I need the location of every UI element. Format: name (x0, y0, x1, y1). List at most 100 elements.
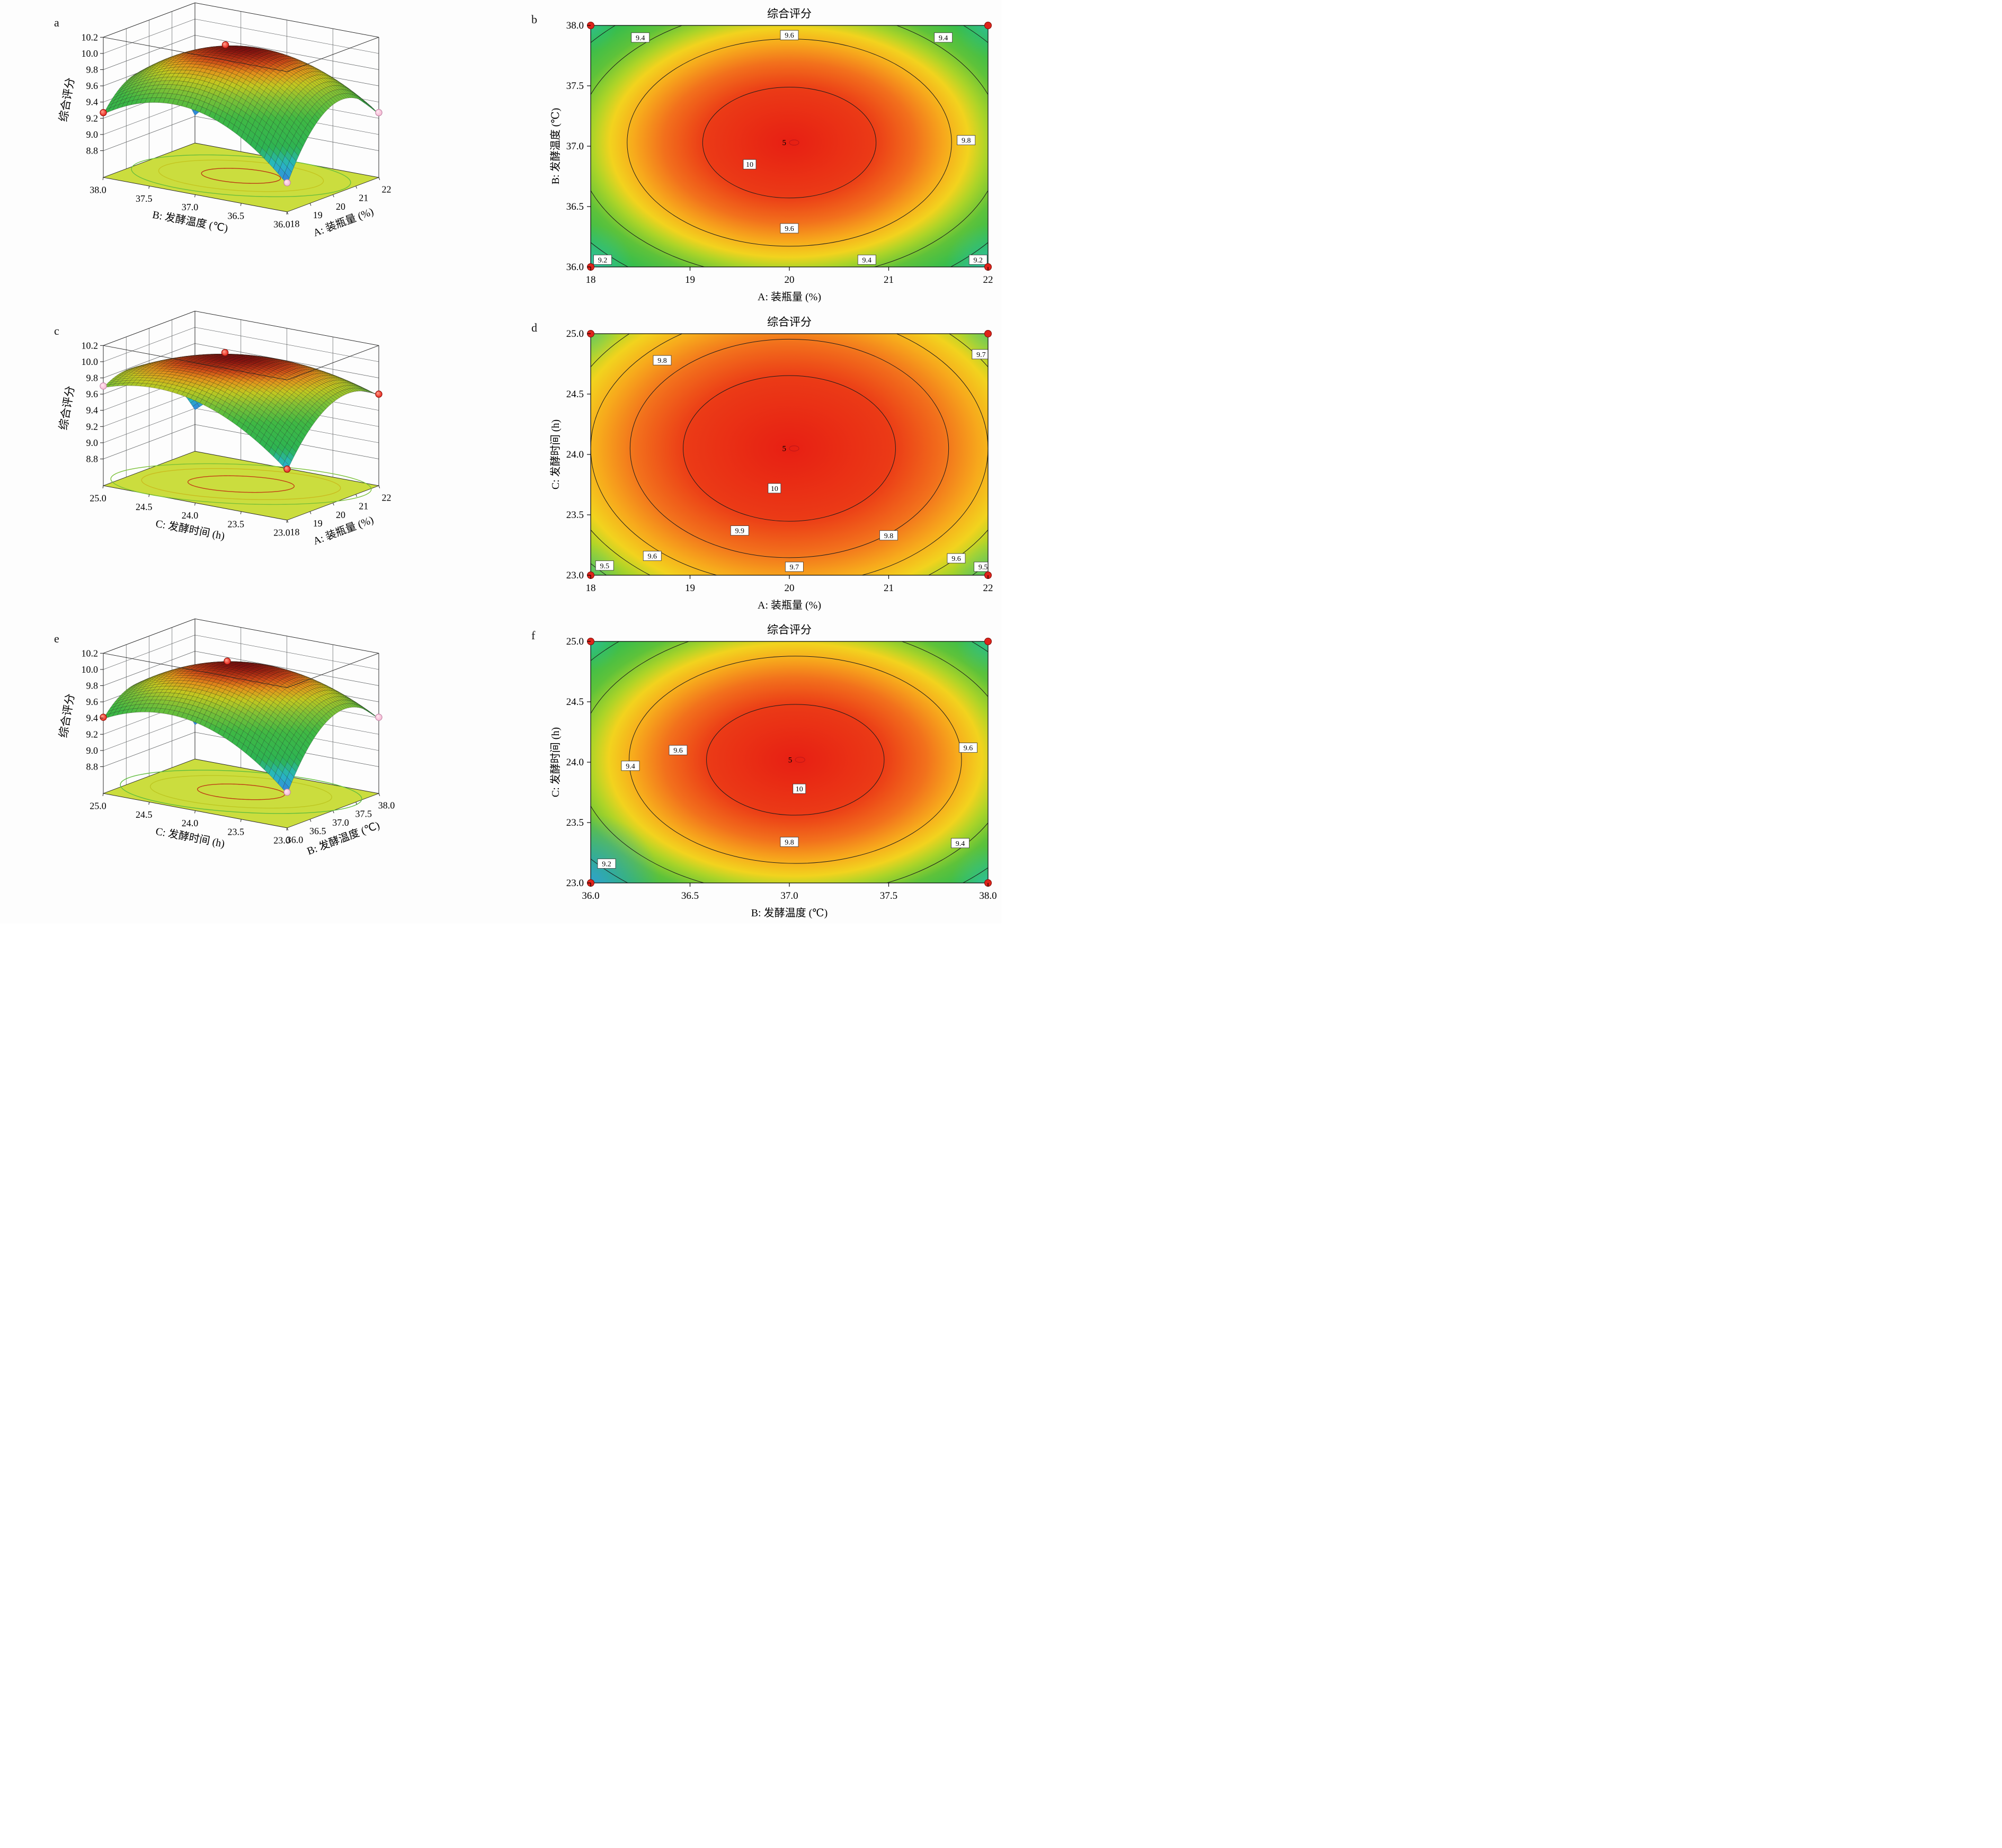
contour-label: 9.7 (790, 564, 799, 572)
y-tick-label: 24.0 (566, 757, 584, 768)
y-tick-label: 24.0 (566, 449, 584, 460)
contour-plot-d: 9.8 9.7 10 9.9 9.8 9.5 9.6 9.7 9.6 9.5 5 18 19 20 21 22… (566, 328, 993, 594)
x-tick-label: 21 (884, 583, 894, 594)
x-tick-label: 18 (586, 583, 596, 594)
corner-tint (956, 641, 988, 673)
contour-line (629, 338, 949, 558)
contour-label-box (621, 761, 640, 771)
contour-label: 9.9 (735, 528, 745, 535)
chart-title-f: 综合评分 (767, 623, 812, 636)
contour-label-box (857, 254, 876, 265)
contour-plot-f: 9.4 9.6 9.6 9.4 9.8 10 9.2 5 36.0 36.5 37.0 37.5 38.… (566, 636, 997, 901)
x-tick-label: 19 (685, 583, 695, 594)
contour-label-box (595, 560, 614, 571)
contour-label-box (959, 743, 977, 753)
contour-line (683, 375, 896, 522)
contour-label-box (974, 561, 988, 572)
surface-plot-a (0, 0, 501, 308)
y-axis-label-f: C: 发酵时间 (h) (550, 727, 562, 798)
contour-field: 9.4 9.6 9.4 9.8 10 9.6 9.2 9.4 9.2 5 (591, 25, 988, 267)
x-tick-label: 21 (884, 274, 894, 285)
contour-label-box (957, 135, 976, 146)
panel-grid: a 9.4 9.6 9.4 9.8 10 9.6 9.2 9.4 9.2 5 18 19 20 21 22 3… (0, 0, 1001, 924)
design-point (984, 638, 992, 645)
contour-label: 10 (771, 485, 778, 493)
contour-label: 9.6 (785, 32, 794, 40)
surface-plot-e (0, 616, 501, 924)
panel-letter-c: c (54, 324, 59, 337)
contour-label: 9.8 (785, 838, 794, 846)
contour-label: 9.2 (602, 861, 611, 869)
contour-label-box (793, 783, 806, 794)
panel-d: 9.8 9.7 10 9.9 9.8 9.5 9.6 9.7 9.6 9.5 5 18 19 20 21 22… (501, 308, 1001, 616)
x-tick-label: 20 (785, 583, 795, 594)
contour-label-box (653, 355, 672, 365)
x-tick-label: 36.5 (681, 890, 699, 901)
y-tick-label: 36.0 (566, 262, 584, 273)
contour-field: 9.8 9.7 10 9.9 9.8 9.5 9.6 9.7 9.6 9.5 5 (591, 334, 988, 575)
surface-plot-c (0, 308, 501, 616)
y-axis-label-b: B: 发酵温度 (℃) (550, 108, 562, 185)
x-axis-label-f: B: 发酵温度 (℃) (751, 907, 828, 919)
contour-label: 9.6 (951, 555, 961, 563)
contour-label-box (785, 561, 804, 572)
contour-label-box (951, 838, 969, 849)
contour-label-box (643, 551, 662, 561)
contour-label-box (669, 745, 688, 755)
panel-f: 9.4 9.6 9.6 9.4 9.8 10 9.2 5 36.0 36.5 37.0 37.5 38.… (501, 616, 1001, 924)
contour-label: 9.6 (964, 745, 973, 753)
contour-label-box (743, 159, 757, 169)
x-tick-label: 22 (983, 274, 993, 285)
contour-label: 9.5 (600, 563, 610, 570)
contour-label-box (934, 32, 953, 43)
y-tick-label: 25.0 (566, 636, 584, 647)
y-tick-label: 37.5 (566, 81, 584, 92)
y-tick-label: 25.0 (566, 328, 584, 340)
chart-title-b: 综合评分 (767, 7, 812, 20)
y-tick-label: 23.0 (566, 570, 584, 581)
corner-tint (591, 334, 620, 363)
contour-label: 9.4 (956, 840, 965, 848)
contour-plot-b: 9.4 9.6 9.4 9.8 10 9.6 9.2 9.4 9.2 5 18 19 20 21 22 36.… (566, 20, 993, 285)
y-tick-label: 23.0 (566, 878, 584, 889)
contour-label: 9.6 (785, 225, 794, 233)
contour-label-box (968, 254, 987, 265)
panel-c: c (0, 308, 501, 616)
panel-b: 9.4 9.6 9.4 9.8 10 9.6 9.2 9.4 9.2 5 18 19 20 21 22 36.… (501, 0, 1001, 308)
center-point-marker (789, 445, 799, 452)
contour-label: 9.4 (626, 763, 635, 771)
contour-line (702, 87, 877, 199)
contour-label-box (631, 32, 650, 43)
x-tick-label: 37.5 (880, 890, 897, 901)
y-tick-label: 24.5 (566, 697, 584, 708)
panel-letter-d: d (531, 321, 537, 334)
contour-label: 9.8 (962, 137, 971, 145)
contour-label: 9.4 (636, 34, 645, 42)
contour-label-box (972, 349, 988, 360)
contour-label: 9.8 (657, 357, 667, 365)
contour-label-box (780, 30, 799, 40)
contour-label: 9.2 (598, 256, 608, 264)
corner-tint (591, 25, 617, 52)
center-point-marker (795, 756, 805, 763)
y-tick-label: 38.0 (566, 20, 584, 31)
contour-label-box (730, 525, 749, 536)
y-tick-label: 23.5 (566, 510, 584, 521)
x-tick-label: 18 (586, 274, 596, 285)
y-tick-label: 23.5 (566, 817, 584, 828)
design-point (984, 22, 992, 29)
panel-letter-a: a (54, 16, 59, 29)
panel-a: a (0, 0, 501, 308)
x-axis-label-b: A: 装瓶量 (%) (758, 291, 821, 303)
contour-label: 9.4 (939, 34, 948, 42)
contour-label: 9.7 (976, 351, 986, 359)
chart-title-d: 综合评分 (767, 316, 812, 328)
x-tick-label: 36.0 (582, 890, 599, 901)
contour-field: 9.4 9.6 9.6 9.4 9.8 10 9.2 5 (591, 641, 988, 883)
center-point-count: 5 (782, 445, 787, 453)
contour-label-box (780, 223, 799, 234)
contour-label: 9.8 (884, 532, 894, 540)
y-tick-label: 36.5 (566, 201, 584, 212)
x-tick-label: 20 (785, 274, 795, 285)
center-point-count: 5 (788, 756, 793, 764)
